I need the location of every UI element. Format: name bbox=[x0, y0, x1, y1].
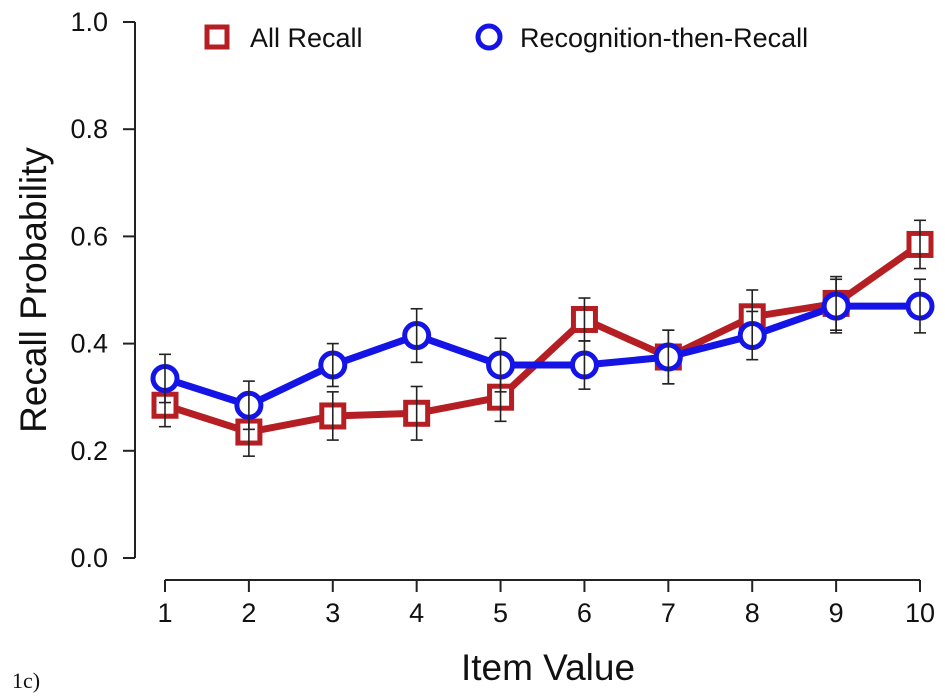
x-tick-label: 3 bbox=[325, 598, 340, 628]
y-tick-label: 0.2 bbox=[70, 436, 108, 466]
series-line-recognition-then-recall bbox=[163, 302, 920, 409]
x-tick-label: 10 bbox=[905, 598, 935, 628]
series-recognition-then-recall bbox=[150, 278, 935, 431]
x-ticks: 1 2 3 4 5 6 7 8 9 10 bbox=[157, 580, 935, 628]
x-tick-label: 6 bbox=[577, 598, 592, 628]
legend-item-all-recall: All Recall bbox=[204, 23, 363, 53]
series-line-all-recall bbox=[163, 241, 923, 436]
y-tick-label: 0.4 bbox=[70, 329, 108, 359]
legend-label-all-recall: All Recall bbox=[250, 23, 363, 53]
x-tick-label: 9 bbox=[829, 598, 844, 628]
x-axis: 1 2 3 4 5 6 7 8 9 10 bbox=[157, 579, 935, 628]
x-axis-title: Item Value bbox=[461, 647, 635, 688]
x-tick-label: 2 bbox=[241, 598, 256, 628]
y-tick-label: 1.0 bbox=[70, 7, 108, 37]
legend-label-recognition-then-recall: Recognition-then-Recall bbox=[520, 23, 808, 53]
x-tick-label: 4 bbox=[409, 598, 424, 628]
x-tick-label: 7 bbox=[661, 598, 676, 628]
y-tick-label: 0.0 bbox=[70, 543, 108, 573]
series-layer bbox=[150, 219, 935, 457]
legend-item-recognition-then-recall: Recognition-then-Recall bbox=[475, 23, 808, 53]
panel-label: 1c) bbox=[12, 668, 40, 693]
x-tick-label: 1 bbox=[157, 598, 172, 628]
y-axis: 0.0 0.2 0.4 0.6 0.8 1.0 bbox=[70, 7, 136, 573]
y-axis-title: Recall Probability bbox=[13, 147, 54, 433]
x-tick-label: 8 bbox=[745, 598, 760, 628]
series-all-recall bbox=[151, 219, 934, 457]
y-tick-label: 0.6 bbox=[70, 221, 108, 251]
legend-marker-circle bbox=[475, 23, 503, 51]
legend: All Recall Recognition-then-Recall bbox=[204, 23, 808, 53]
y-tick-label: 0.8 bbox=[70, 114, 108, 144]
x-tick-label: 5 bbox=[493, 598, 508, 628]
y-ticks: 0.0 0.2 0.4 0.6 0.8 1.0 bbox=[70, 7, 135, 573]
legend-marker-square bbox=[204, 24, 230, 50]
